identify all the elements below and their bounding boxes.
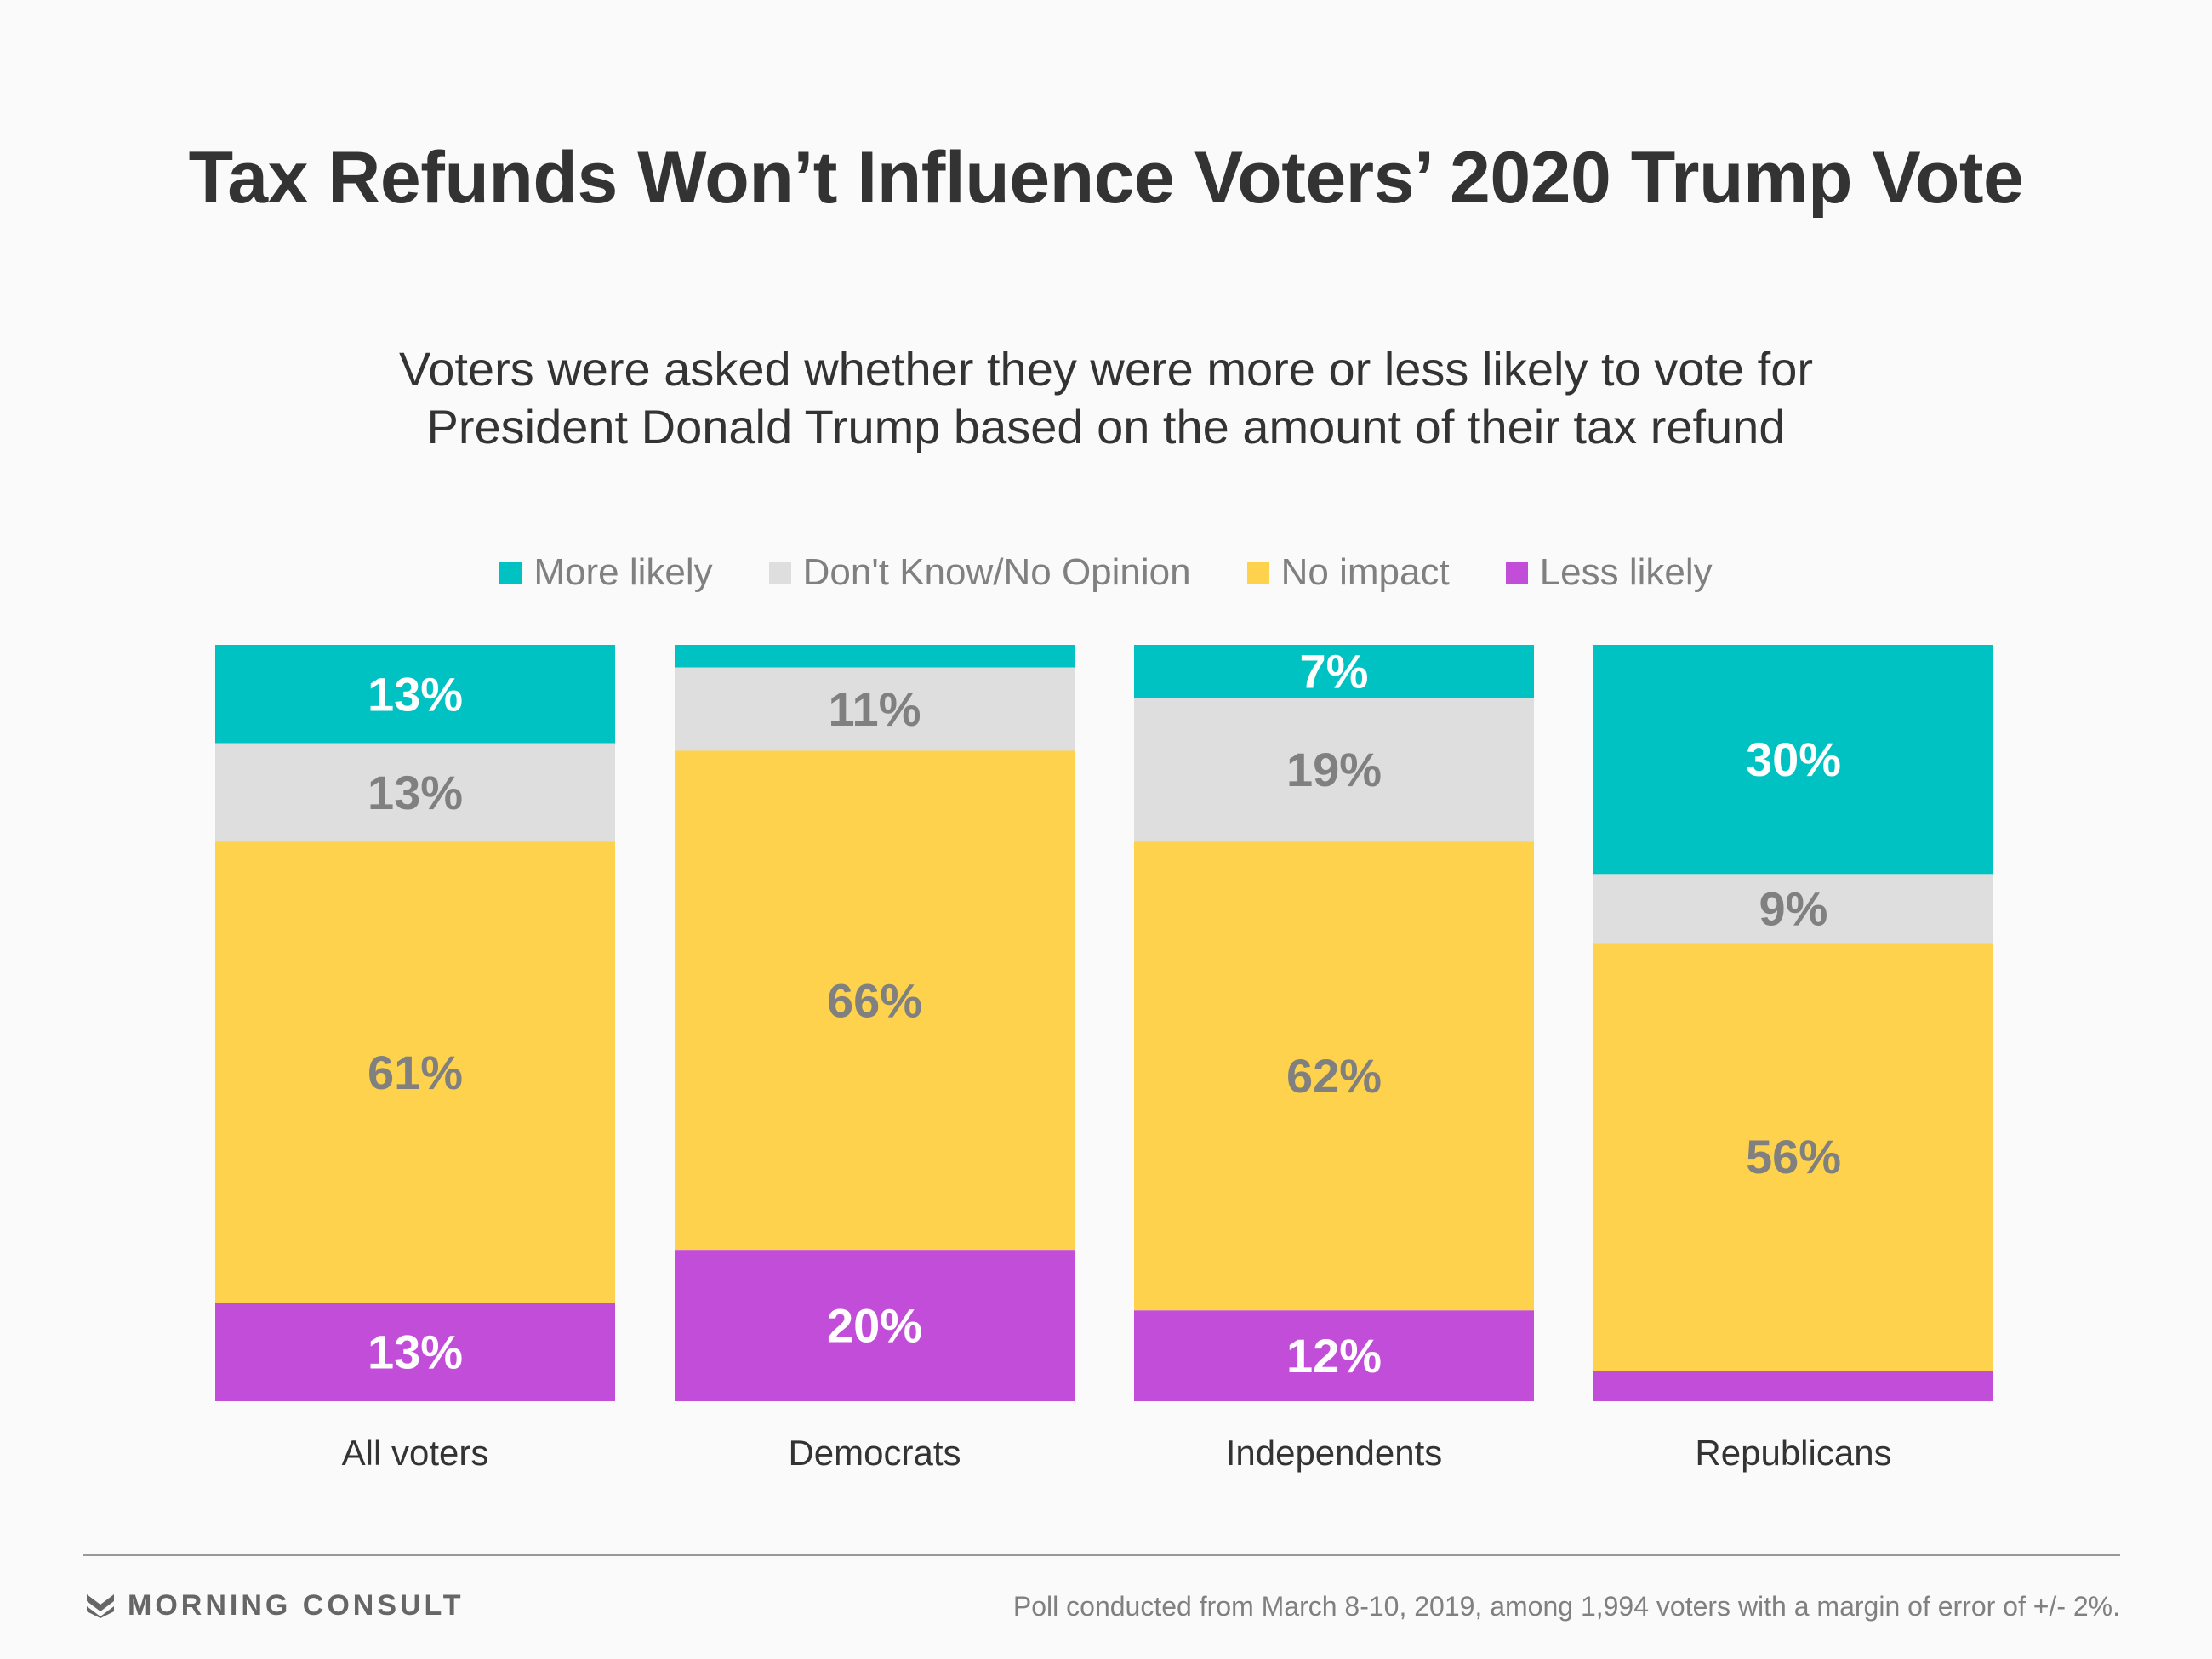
data-label: 12% xyxy=(1286,1329,1382,1382)
legend-label: Less likely xyxy=(1539,551,1713,593)
bar-segment xyxy=(1134,698,1534,842)
category-label: All voters xyxy=(342,1433,489,1473)
bar-segment xyxy=(1593,943,1993,1371)
data-label: 13% xyxy=(368,667,463,721)
data-label: 9% xyxy=(1759,881,1828,935)
data-label: 19% xyxy=(1286,743,1382,796)
legend-label: No impact xyxy=(1280,551,1450,593)
chart-title: Tax Refunds Won’t Influence Voters’ 2020… xyxy=(188,137,2024,219)
brand-name: MORNING CONSULT xyxy=(128,1589,465,1622)
legend-swatch xyxy=(1246,562,1269,584)
bar-segment xyxy=(215,841,615,1303)
bar-segment xyxy=(1593,1371,1993,1401)
legend-item-3: Less likely xyxy=(1505,551,1713,594)
legend-item-0: More likely xyxy=(499,551,713,594)
data-label: 13% xyxy=(368,766,463,819)
data-label: 7% xyxy=(1300,645,1369,698)
legend-swatch xyxy=(499,562,522,584)
poll-footnote: Poll conducted from March 8-10, 2019, am… xyxy=(1012,1591,2120,1622)
subtitle-line-1: Voters were asked whether they were more… xyxy=(398,342,1814,396)
bar-segment xyxy=(215,1303,615,1401)
data-label: 56% xyxy=(1746,1130,1841,1183)
bar-segment xyxy=(1593,874,1993,944)
bar-segment xyxy=(1134,1310,1534,1401)
morning-consult-logo-icon xyxy=(87,1593,114,1618)
data-label: 20% xyxy=(827,1299,922,1353)
bar-segment xyxy=(1134,645,1534,698)
bar-segment xyxy=(675,645,1075,668)
category-label: Independents xyxy=(1226,1433,1443,1473)
brand-logo: MORNING CONSULT xyxy=(87,1589,465,1622)
legend-item-2: No impact xyxy=(1246,551,1450,594)
legend-item-1: Don't Know/No Opinion xyxy=(768,551,1191,594)
stacked-bar-chart: 13% 13% 61% 13% All voters 11% 66% 20% Democrats… xyxy=(215,645,1993,1473)
data-label: 62% xyxy=(1286,1049,1382,1103)
data-label: 11% xyxy=(829,682,921,736)
bar-segment xyxy=(215,645,615,744)
bar-segment xyxy=(675,750,1075,1251)
data-label: 13% xyxy=(368,1325,463,1379)
category-label: Republicans xyxy=(1695,1433,1891,1473)
bar-segment xyxy=(1134,841,1534,1311)
bar-segment xyxy=(1593,645,1993,875)
legend-label: Don't Know/No Opinion xyxy=(802,551,1191,593)
bar-segment xyxy=(215,743,615,842)
legend-label: More likely xyxy=(533,551,713,593)
footer-divider xyxy=(83,1554,2120,1556)
legend-swatch xyxy=(768,562,791,584)
data-label: 30% xyxy=(1746,733,1841,786)
chart-legend: More likely Don't Know/No Opinion No impac… xyxy=(0,551,2212,594)
category-label: Democrats xyxy=(788,1433,961,1473)
bar-segment xyxy=(675,1250,1075,1401)
chart-subtitle: Voters were asked whether they were more… xyxy=(255,340,1957,456)
data-label: 66% xyxy=(827,973,922,1027)
data-label: 61% xyxy=(368,1046,463,1099)
legend-swatch xyxy=(1505,562,1528,584)
bar-segment xyxy=(675,667,1075,751)
subtitle-line-2: President Donald Trump based on the amou… xyxy=(426,400,1786,453)
